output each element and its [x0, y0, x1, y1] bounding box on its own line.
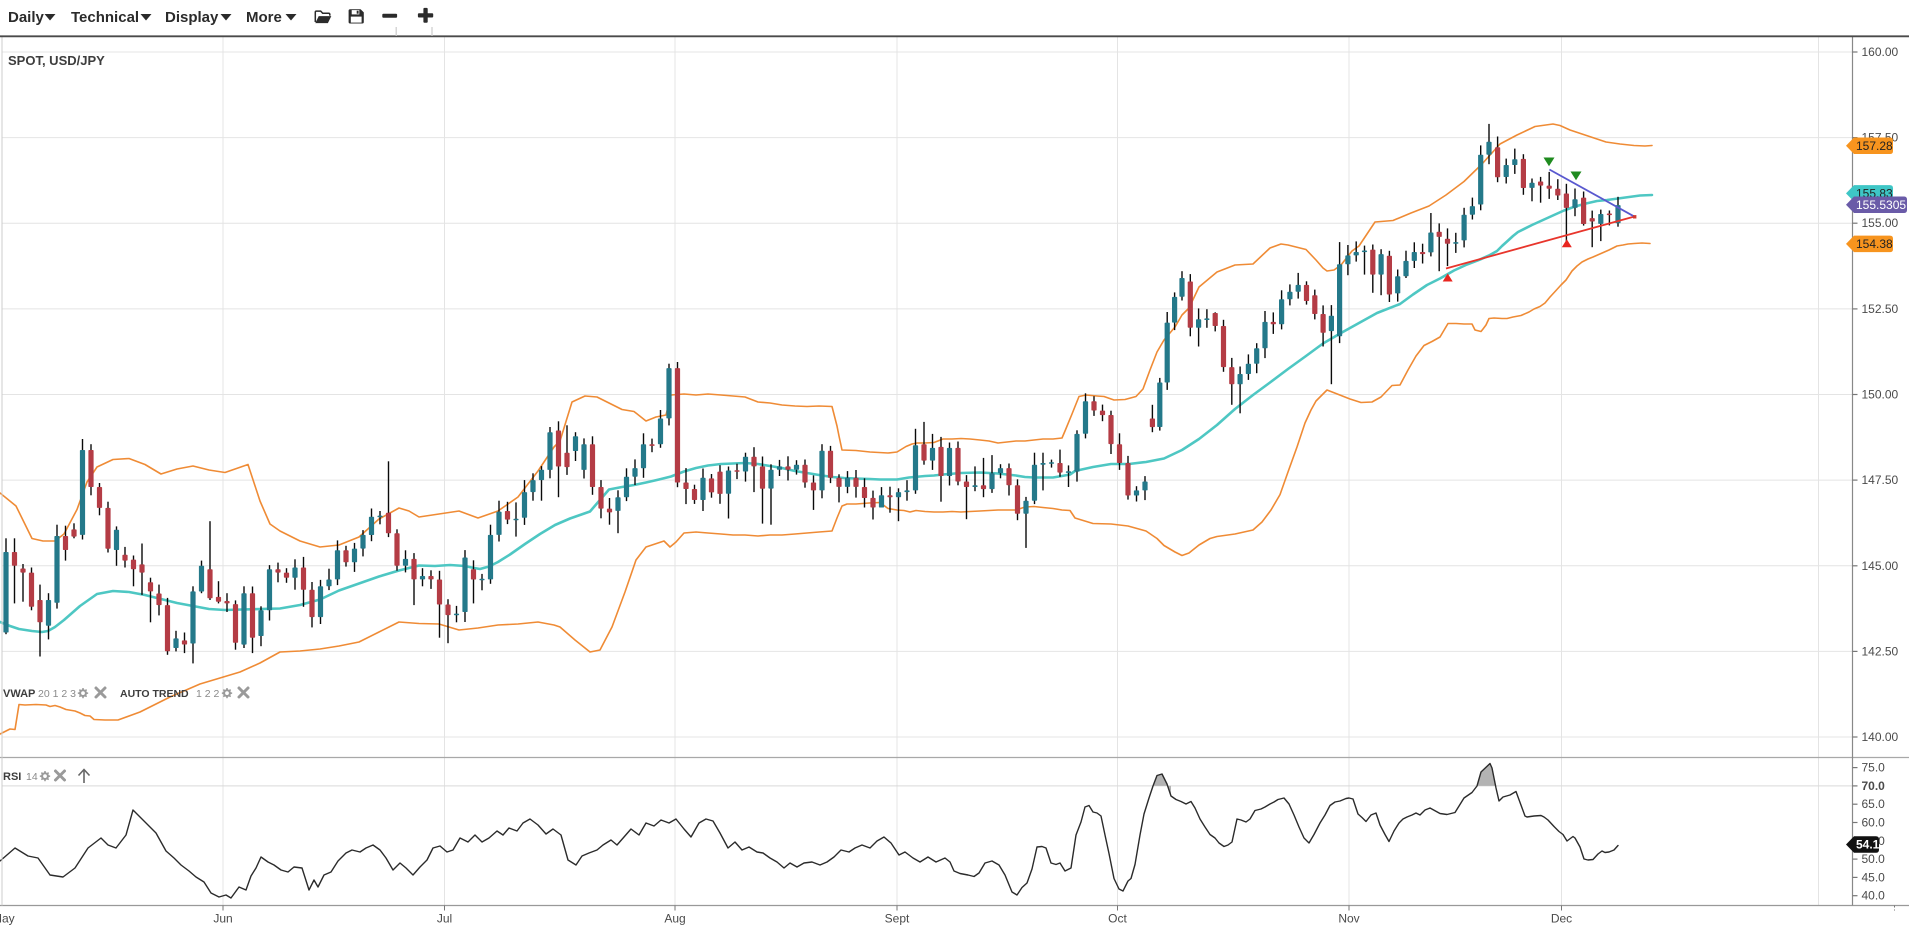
svg-text:Oct: Oct [1108, 912, 1127, 926]
svg-text:152.50: 152.50 [1862, 302, 1899, 316]
svg-text:Sept: Sept [885, 912, 910, 926]
svg-text:RSI: RSI [3, 771, 21, 783]
svg-text:Display: Display [165, 9, 219, 26]
svg-text:50.0: 50.0 [1862, 852, 1886, 866]
svg-text:Jul: Jul [437, 912, 452, 926]
svg-text:20 1 2 3: 20 1 2 3 [38, 688, 76, 700]
svg-text:54.1: 54.1 [1856, 838, 1880, 852]
svg-text:60.0: 60.0 [1862, 816, 1886, 830]
svg-text:154.38: 154.38 [1856, 237, 1893, 251]
svg-text:45.0: 45.0 [1862, 870, 1886, 884]
svg-text:AUTO TREND: AUTO TREND [120, 688, 189, 700]
svg-text:75.0: 75.0 [1862, 761, 1886, 775]
svg-text:157.28: 157.28 [1856, 139, 1893, 153]
svg-text:155.00: 155.00 [1862, 216, 1899, 230]
svg-text:147.50: 147.50 [1862, 473, 1899, 487]
svg-text:40.0: 40.0 [1862, 889, 1886, 903]
svg-text:VWAP: VWAP [3, 688, 35, 700]
svg-text:140.00: 140.00 [1862, 730, 1899, 744]
svg-text:65.0: 65.0 [1862, 797, 1886, 811]
svg-text:145.00: 145.00 [1862, 559, 1899, 573]
svg-text:1 2 2: 1 2 2 [196, 688, 220, 700]
svg-text:Technical: Technical [71, 9, 139, 26]
svg-text:Nov: Nov [1338, 912, 1359, 926]
svg-text:155.5305: 155.5305 [1856, 198, 1906, 212]
svg-text:Jun: Jun [213, 912, 232, 926]
svg-text:14: 14 [26, 771, 38, 783]
svg-text:70.0: 70.0 [1862, 779, 1886, 793]
svg-text:160.00: 160.00 [1862, 45, 1899, 59]
svg-text:May: May [0, 912, 15, 926]
svg-text:SPOT, USD/JPY: SPOT, USD/JPY [8, 53, 105, 68]
svg-text:Daily: Daily [8, 9, 45, 26]
svg-text:142.50: 142.50 [1862, 644, 1899, 658]
svg-text:Dec: Dec [1551, 912, 1572, 926]
svg-text:More: More [246, 9, 282, 26]
svg-text:Aug: Aug [664, 912, 685, 926]
svg-text:150.00: 150.00 [1862, 388, 1899, 402]
